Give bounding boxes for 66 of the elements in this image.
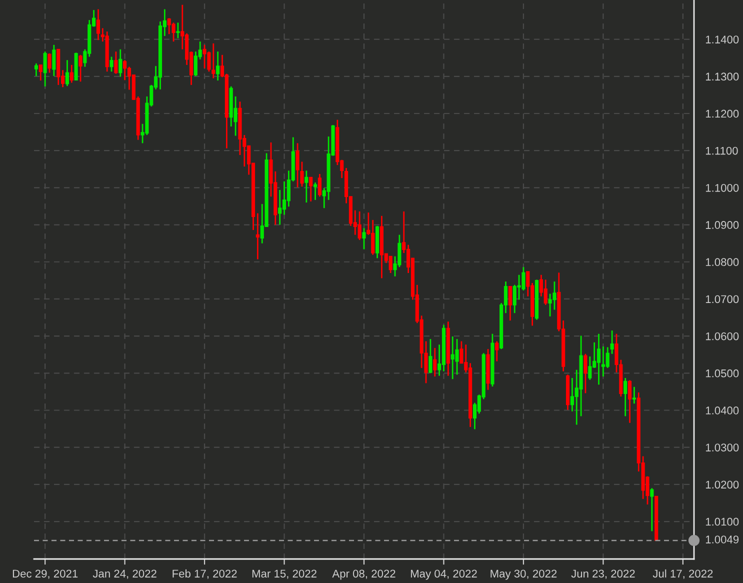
candlestick [309,176,313,202]
y-tick-label: 1.1400 [706,36,739,44]
y-tick-label: 1.0600 [706,332,739,340]
candlestick [110,56,114,72]
y-tick-label: 1.0700 [706,295,739,304]
candlestick [78,54,82,82]
y-tick-label: 1.1200 [706,110,739,118]
candlestick [596,333,601,386]
candlestick [433,347,437,378]
y-tick-label: 1.0800 [706,258,739,266]
y-tick-label: 1.0300 [706,444,739,452]
candlestick [318,173,322,198]
candlestick [508,286,512,322]
candlestick [388,256,392,274]
y-tick-label: 1.1300 [706,72,739,81]
x-tick-label: Mar 15, 2022 [252,570,316,579]
x-tick-label: May 04, 2022 [410,570,477,580]
candlestick [176,22,180,39]
y-tick-label: 1.0400 [706,406,739,414]
x-tick-label: May 30, 2022 [490,570,557,580]
x-tick-label: Jul 17, 2022 [652,569,713,579]
candlestick [495,340,499,362]
y-tick-label: 1.0500 [706,369,739,378]
candlestick [52,44,56,77]
candlestick [38,64,42,82]
candlestick [114,50,118,75]
x-tick-label: Feb 17, 2022 [172,569,237,579]
candlestick [304,170,308,204]
candlestick [216,50,220,82]
candlestick [544,278,548,306]
candlestick [65,59,70,87]
candlestick [358,210,362,241]
candlestick [278,189,282,226]
x-tick-label: Jun 23, 2022 [571,570,635,579]
candlestick [455,338,459,376]
ref-line-label: 1.0049 [706,536,739,544]
candlestick [256,212,260,260]
candlestick [552,280,556,310]
candlestick [123,59,127,81]
candlestick [34,62,38,77]
candlestick [48,52,52,74]
candlestick [650,487,654,532]
candlestick [43,50,47,88]
candlestick [584,353,588,394]
x-tick-label: Apr 08, 2022 [332,570,396,580]
y-tick-label: 1.0200 [706,480,739,489]
x-tick-label: Jan 24, 2022 [92,570,156,579]
candlestick [624,377,628,417]
candlestick [606,346,610,369]
candlestick [610,330,614,355]
y-tick-label: 1.1100 [706,146,738,155]
y-tick-label: 1.0900 [706,221,739,229]
candlestick [118,48,122,78]
y-tick-label: 1.1000 [706,184,739,192]
candlestick [313,182,318,201]
candlestick [96,8,100,41]
candlestick [628,380,632,424]
candlestick [632,386,636,404]
y-tick-label: 1.0100 [706,518,739,526]
candlestick [70,64,74,84]
candlestick [282,180,286,216]
x-tick-label: Dec 29, 2021 [12,570,78,579]
candlestick [172,22,176,42]
candlestick [428,338,432,374]
candlestick [362,227,366,250]
candlestick [588,356,592,381]
